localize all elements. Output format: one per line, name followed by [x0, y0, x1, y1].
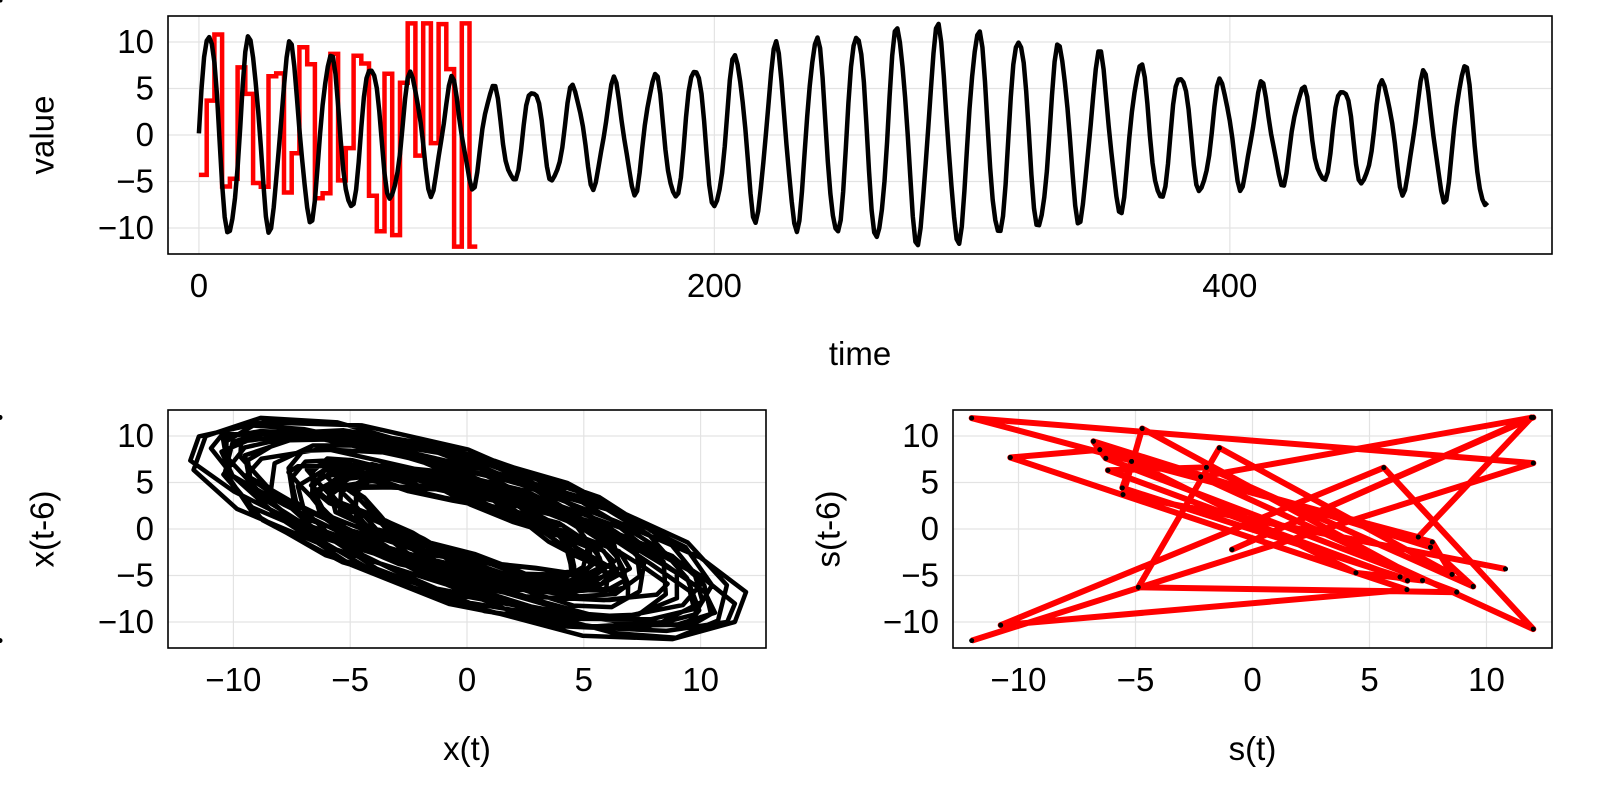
x-tick-label: 0	[458, 661, 476, 698]
x-tick-label: 10	[682, 661, 719, 698]
s-embedding-point	[0, 0, 3, 3]
x-tick-label: 400	[1202, 267, 1257, 304]
s-embedding-point	[1135, 584, 1141, 590]
y-tick-label: 0	[136, 116, 154, 153]
series-x-line	[196, 21, 1490, 248]
s-embedding-point	[1217, 445, 1222, 451]
time-series-ylabel: value	[24, 96, 61, 175]
x-tick-label: −10	[205, 661, 261, 698]
s-embedding-point	[1530, 626, 1536, 632]
s-embedding-point	[1405, 578, 1410, 584]
y-tick-label: −10	[98, 603, 154, 640]
s-embedding-point	[1120, 492, 1126, 497]
s-embedding-markers	[0, 0, 1536, 643]
s-embedding-point	[1415, 534, 1421, 540]
s-embedding-point	[1529, 415, 1534, 420]
s-embedding-point	[1454, 589, 1460, 595]
y-tick-label: −5	[116, 162, 154, 199]
s-embedding-series	[0, 0, 1537, 644]
s-embedding-point	[1229, 547, 1235, 552]
s-embedding-point	[1381, 465, 1387, 471]
x-tick-label: −10	[991, 661, 1047, 698]
y-tick-label: −10	[98, 209, 154, 246]
x-embedding-frame	[167, 409, 767, 649]
x-tick-label: −5	[1117, 661, 1155, 698]
s-embedding-point	[969, 638, 975, 643]
x-tick-label: 0	[1243, 661, 1261, 698]
x-embedding-panel: −10 −5 0 5 10 −10 −5 0 5 10 x(t) x(t-6)	[24, 409, 767, 767]
s-embedding-point	[998, 622, 1004, 628]
s-embedding-point	[0, 415, 3, 420]
y-tick-label: 5	[136, 70, 154, 107]
y-tick-label: 5	[921, 464, 939, 501]
y-tick-label: 5	[136, 464, 154, 501]
s-embedding-point	[1105, 467, 1111, 473]
y-tick-label: 0	[921, 510, 939, 547]
s-embedding-point	[1007, 455, 1013, 460]
x-embedding-line	[188, 415, 749, 642]
x-tick-label: 10	[1468, 661, 1505, 698]
s-embedding-frame	[952, 409, 1553, 649]
x-embedding-trajectory	[188, 415, 749, 642]
y-tick-label: 10	[117, 417, 154, 454]
time-series-panel: 0 200 400 −10 −5 0 5 10 time value	[24, 15, 1553, 372]
s-embedding-ylabel: s(t-6)	[810, 491, 847, 568]
s-embedding-point	[1470, 584, 1476, 589]
s-embedding-point	[1530, 460, 1536, 466]
s-embedding-point	[1119, 485, 1125, 491]
s-embedding-point	[1420, 578, 1425, 583]
y-tick-label: −5	[116, 556, 154, 593]
s-embedding-point	[1198, 474, 1204, 480]
s-embedding-point	[1353, 570, 1359, 576]
s-embedding-point	[1103, 455, 1109, 461]
x-tick-label: 5	[1360, 661, 1378, 698]
x-tick-label: 200	[687, 267, 742, 304]
s-embedding-point	[1129, 459, 1134, 464]
time-series-frame	[167, 15, 1553, 255]
y-tick-label: −5	[901, 556, 939, 593]
s-embedding-point	[1404, 587, 1410, 593]
s-embedding-point	[1204, 465, 1209, 470]
y-tick-label: 0	[136, 510, 154, 547]
x-tick-label: 5	[575, 661, 593, 698]
time-series-xlabel: time	[829, 335, 891, 372]
y-tick-label: −10	[883, 603, 939, 640]
x-tick-label: 0	[190, 267, 208, 304]
s-embedding-panel: −10 −5 0 5 10 −10 −5 0 5 10 s(t) s(t-6)	[0, 0, 1553, 767]
s-embedding-point	[1397, 574, 1403, 580]
y-tick-label: 10	[902, 417, 939, 454]
s-embedding-ticks: −10 −5 0 5 10 −10 −5 0 5 10	[883, 417, 1505, 698]
s-embedding-point	[1428, 544, 1433, 550]
x-embedding-ticks: −10 −5 0 5 10 −10 −5 0 5 10	[98, 417, 719, 698]
x-tick-label: −5	[331, 661, 369, 698]
s-embedding-xlabel: s(t)	[1229, 730, 1277, 767]
x-embedding-ylabel: x(t-6)	[24, 491, 61, 568]
s-embedding-point	[1449, 572, 1455, 577]
s-embedding-trajectory	[968, 414, 1537, 644]
s-embedding-point	[1097, 447, 1103, 453]
x-embedding-xlabel: x(t)	[443, 730, 491, 767]
s-embedding-point	[969, 415, 975, 421]
y-tick-label: 10	[117, 23, 154, 60]
s-embedding-point	[0, 638, 3, 643]
s-embedding-point	[1429, 539, 1435, 545]
s-embedding-point	[1139, 426, 1145, 431]
time-series-lines	[196, 21, 1490, 249]
s-embedding-point	[1503, 566, 1508, 572]
time-series-ticks: 0 200 400 −10 −5 0 5 10	[98, 23, 1257, 304]
s-embedding-point	[1091, 438, 1096, 444]
